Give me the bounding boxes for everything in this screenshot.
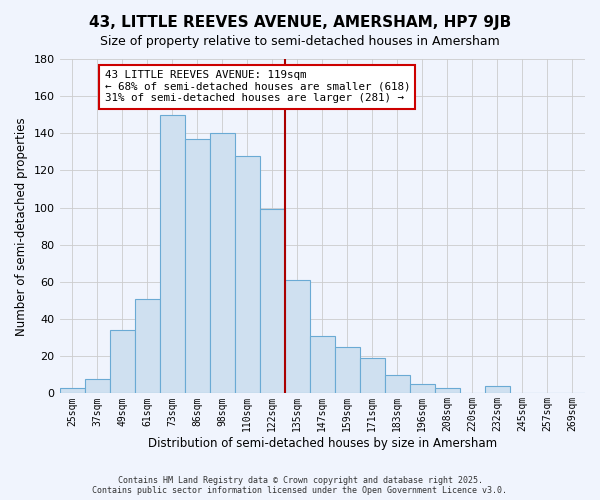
Bar [260, 210, 285, 394]
Text: Contains HM Land Registry data © Crown copyright and database right 2025.
Contai: Contains HM Land Registry data © Crown c… [92, 476, 508, 495]
Text: Size of property relative to semi-detached houses in Amersham: Size of property relative to semi-detach… [100, 35, 500, 48]
Bar [435, 388, 460, 394]
Y-axis label: Number of semi-detached properties: Number of semi-detached properties [15, 117, 28, 336]
Bar [285, 280, 310, 394]
Bar [209, 134, 235, 394]
Bar [310, 336, 335, 394]
Bar [185, 139, 209, 394]
Text: 43, LITTLE REEVES AVENUE, AMERSHAM, HP7 9JB: 43, LITTLE REEVES AVENUE, AMERSHAM, HP7 … [89, 15, 511, 30]
Bar [385, 375, 410, 394]
Bar [85, 378, 110, 394]
Bar [110, 330, 134, 394]
Bar [134, 298, 160, 394]
Bar [235, 156, 260, 394]
Bar [410, 384, 435, 394]
X-axis label: Distribution of semi-detached houses by size in Amersham: Distribution of semi-detached houses by … [148, 437, 497, 450]
Text: 43 LITTLE REEVES AVENUE: 119sqm
← 68% of semi-detached houses are smaller (618)
: 43 LITTLE REEVES AVENUE: 119sqm ← 68% of… [104, 70, 410, 103]
Bar [160, 114, 185, 394]
Bar [485, 386, 510, 394]
Bar [335, 347, 360, 394]
Bar [59, 388, 85, 394]
Bar [360, 358, 385, 394]
